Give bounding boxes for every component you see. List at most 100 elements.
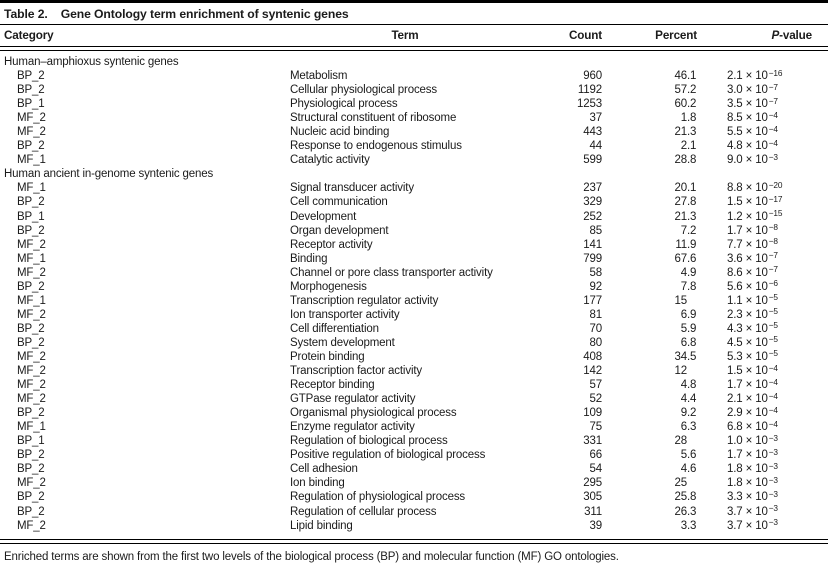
percent-integer: 46 bbox=[674, 70, 688, 83]
percent-integer: 7 bbox=[680, 224, 687, 237]
category-cell: BP_2 bbox=[17, 463, 45, 476]
percent-cell: 3.3 bbox=[602, 519, 697, 533]
percent-integer: 34 bbox=[674, 350, 688, 363]
percent-cell: 5.6 bbox=[602, 448, 697, 462]
pvalue-cell: 1.0 × 10−3 bbox=[697, 434, 828, 448]
percent-integer: 4 bbox=[680, 463, 687, 476]
percent-cell: 7.8 bbox=[602, 280, 697, 294]
percent-integer: 25 bbox=[674, 477, 688, 490]
pvalue-mantissa: 3.7 × 10 bbox=[727, 519, 768, 532]
pvalue-exponent: −6 bbox=[768, 278, 778, 289]
pvalue-exponent: −7 bbox=[768, 95, 778, 106]
pvalue-cell: 3.7 × 10−3 bbox=[697, 518, 828, 533]
percent-fraction: .8 bbox=[687, 336, 697, 349]
table-row: MF_2 Ion binding 295 25 1.8 × 10−3 bbox=[0, 476, 828, 490]
bottom-double-rule bbox=[0, 538, 828, 544]
term-cell: Receptor binding bbox=[290, 379, 375, 392]
pvalue-cell: 1.8 × 10−3 bbox=[697, 462, 828, 476]
percent-cell: 28 bbox=[602, 434, 697, 448]
term-cell: System development bbox=[290, 336, 395, 349]
table-row: MF_2 Nucleic acid binding 443 21.3 5.5 × 10−… bbox=[0, 125, 828, 139]
percent-integer: 60 bbox=[674, 98, 688, 111]
percent-integer: 2 bbox=[680, 140, 687, 153]
category-cell: BP_2 bbox=[17, 140, 45, 153]
pvalue-mantissa: 2.3 × 10 bbox=[727, 308, 768, 321]
percent-integer: 20 bbox=[674, 182, 688, 195]
term-cell: Structural constituent of ribosome bbox=[290, 112, 457, 125]
table-footnote: Enriched terms are shown from the first … bbox=[4, 550, 619, 563]
section-header-row: Human ancient in-genome syntenic genes bbox=[0, 167, 828, 181]
category-cell: BP_2 bbox=[17, 491, 45, 504]
term-cell: Transcription regulator activity bbox=[290, 294, 439, 307]
pvalue-cell: 4.8 × 10−4 bbox=[697, 139, 828, 153]
term-cell: Physiological process bbox=[290, 98, 398, 111]
category-cell: MF_2 bbox=[17, 266, 46, 279]
pvalue-mantissa: 3.6 × 10 bbox=[727, 252, 768, 265]
count-cell: 70 bbox=[589, 322, 603, 335]
count-cell: 305 bbox=[583, 491, 602, 504]
percent-fraction: .8 bbox=[687, 112, 697, 125]
table-row: BP_2 Cell communication 329 27.8 1.5 × 10−17 bbox=[0, 195, 828, 209]
pvalue-mantissa: 1.7 × 10 bbox=[727, 449, 768, 462]
count-cell: 331 bbox=[583, 435, 602, 448]
pvalue-exponent: −3 bbox=[768, 488, 778, 499]
table-row: MF_2 Channel or pore class transporter ac… bbox=[0, 265, 828, 280]
category-cell: MF_2 bbox=[17, 519, 46, 532]
table-row: BP_1 Physiological process 1253 60.2 3.5 × 1… bbox=[0, 95, 828, 111]
percent-cell: 2.1 bbox=[602, 139, 697, 153]
category-cell: MF_2 bbox=[17, 477, 46, 490]
percent-integer: 5 bbox=[680, 449, 687, 462]
pvalue-cell: 4.3 × 10−5 bbox=[697, 320, 828, 336]
category-cell: MF_1 bbox=[17, 252, 46, 265]
table-row: BP_2 Organ development 85 7.2 1.7 × 10−8 bbox=[0, 223, 828, 238]
category-cell: BP_1 bbox=[17, 98, 45, 111]
pvalue-mantissa: 5.6 × 10 bbox=[727, 280, 768, 293]
pvalue-mantissa: 8.6 × 10 bbox=[727, 266, 768, 279]
percent-fraction: .5 bbox=[687, 350, 697, 363]
pvalue-rest: -value bbox=[779, 29, 812, 42]
count-cell: 799 bbox=[583, 252, 602, 265]
pvalue-cell: 1.8 × 10−3 bbox=[697, 476, 828, 490]
term-cell: Regulation of biological process bbox=[290, 435, 448, 448]
percent-cell: 26.3 bbox=[602, 505, 697, 519]
table-row: MF_1 Binding 799 67.6 3.6 × 10−7 bbox=[0, 251, 828, 266]
category-cell: BP_2 bbox=[17, 505, 45, 518]
percent-fraction: .8 bbox=[687, 154, 697, 167]
pvalue-mantissa: 4.8 × 10 bbox=[727, 140, 768, 153]
count-cell: 52 bbox=[589, 393, 603, 406]
percent-fraction: .3 bbox=[687, 519, 697, 532]
term-cell: Cell differentiation bbox=[290, 322, 379, 335]
count-cell: 81 bbox=[589, 308, 603, 321]
percent-cell: 4.9 bbox=[602, 266, 697, 280]
pvalue-mantissa: 9.0 × 10 bbox=[727, 154, 768, 167]
pvalue-exponent: −4 bbox=[768, 376, 778, 387]
percent-integer: 12 bbox=[674, 365, 688, 378]
percent-cell: 6.9 bbox=[602, 308, 697, 322]
category-cell: BP_2 bbox=[17, 336, 45, 349]
term-cell: Nucleic acid binding bbox=[290, 126, 390, 139]
count-cell: 443 bbox=[583, 126, 602, 139]
percent-fraction: .9 bbox=[687, 266, 697, 279]
count-cell: 39 bbox=[589, 519, 603, 532]
percent-integer: 15 bbox=[674, 294, 688, 307]
count-cell: 1253 bbox=[577, 98, 602, 111]
table-row: BP_2 Organismal physiological process 109 9… bbox=[0, 406, 828, 420]
percent-fraction: .9 bbox=[687, 322, 697, 335]
section-header: Human–amphioxus syntenic genes bbox=[4, 56, 179, 68]
percent-integer: 21 bbox=[674, 210, 688, 223]
pvalue-mantissa: 8.8 × 10 bbox=[727, 182, 768, 195]
pvalue-cell: 2.1 × 10−4 bbox=[697, 391, 828, 406]
pvalue-cell: 5.3 × 10−5 bbox=[697, 349, 828, 364]
percent-cell: 9.2 bbox=[602, 406, 697, 420]
percent-fraction: .3 bbox=[687, 210, 697, 223]
percent-fraction: .4 bbox=[687, 393, 697, 406]
count-cell: 177 bbox=[583, 294, 602, 307]
percent-integer: 4 bbox=[680, 266, 687, 279]
pvalue-exponent: −5 bbox=[768, 320, 778, 331]
column-header-pvalue: P-value bbox=[697, 25, 828, 46]
percent-cell: 12 bbox=[602, 364, 697, 378]
percent-cell: 28.8 bbox=[602, 153, 697, 167]
pvalue-mantissa: 1.8 × 10 bbox=[727, 477, 768, 490]
pvalue-exponent: −4 bbox=[768, 362, 778, 373]
term-cell: Receptor activity bbox=[290, 238, 373, 251]
